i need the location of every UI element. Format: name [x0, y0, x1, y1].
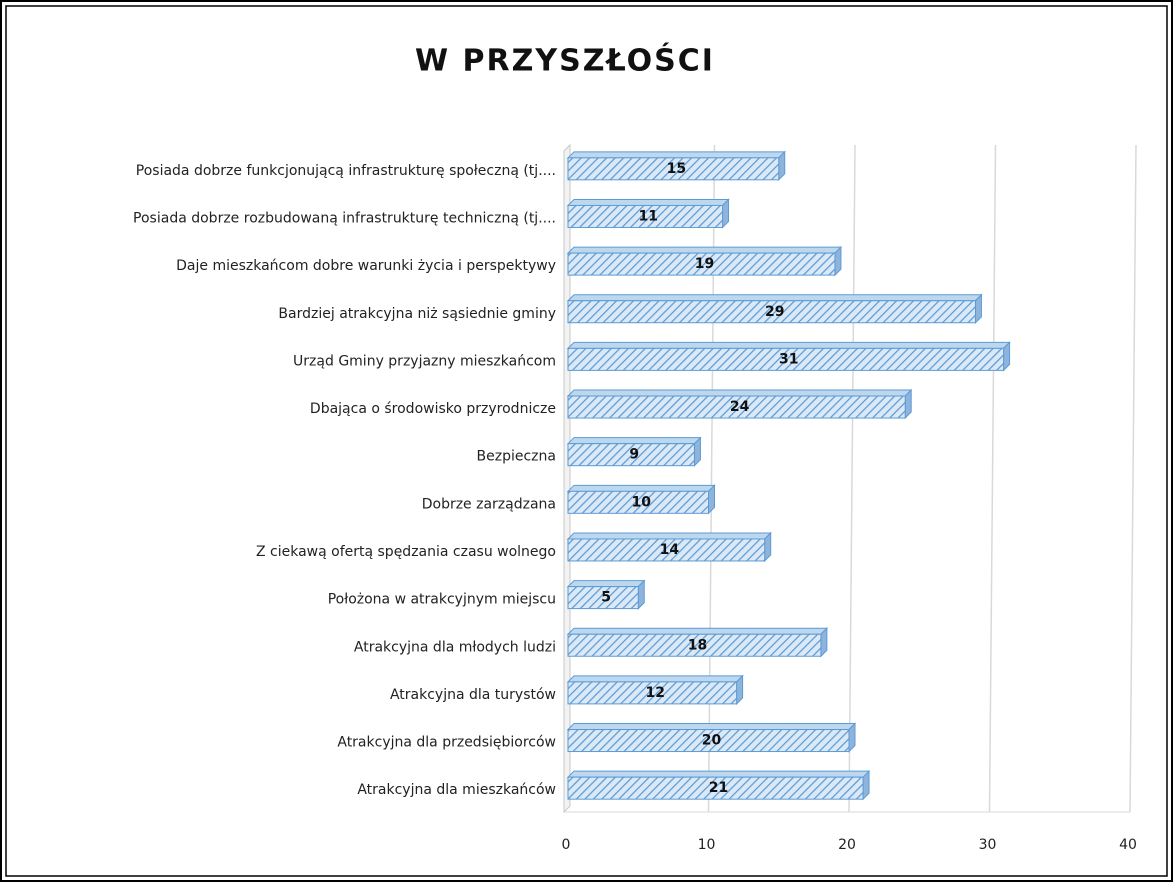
data-label: 14: [660, 542, 680, 558]
bar-top: [566, 580, 646, 588]
data-label: 15: [667, 161, 686, 177]
bar: [567, 252, 836, 276]
bar: [567, 729, 850, 753]
y-tick-label: Posiada dobrze rozbudowaną infrastruktur…: [133, 210, 556, 226]
bar: [567, 395, 906, 419]
bar: [567, 586, 639, 610]
bar-top: [566, 198, 730, 206]
grid-line: [988, 144, 997, 813]
y-tick-label: Daje mieszkańcom dobre warunki życia i p…: [176, 258, 556, 274]
chart-title: W PRZYSZŁOŚCI: [415, 42, 715, 79]
data-label: 10: [632, 494, 652, 510]
y-tick-label: Z ciekawą ofertą spędzania czasu wolnego: [256, 544, 556, 560]
bar: [567, 347, 1005, 371]
bar: [567, 157, 780, 181]
y-tick-label: Atrakcyjna dla przedsiębiorców: [337, 735, 556, 751]
data-label: 5: [601, 590, 611, 606]
bar-top: [566, 151, 786, 159]
bar-top: [566, 341, 1011, 349]
bar: [567, 204, 724, 228]
bar-top: [566, 675, 744, 683]
data-label: 19: [695, 256, 714, 272]
bar-top: [566, 770, 871, 778]
x-tick-label: 20: [838, 837, 856, 853]
x-tick-label: 0: [562, 837, 571, 853]
y-tick-label: Dbająca o środowisko przyrodnicze: [310, 401, 556, 417]
bar-top: [566, 484, 716, 492]
grid-line: [707, 144, 716, 813]
data-label: 11: [639, 208, 658, 224]
frame-inner: [5, 5, 1168, 877]
bar: [567, 443, 695, 467]
bar-top: [566, 723, 857, 731]
bar: [567, 633, 822, 657]
data-label: 31: [779, 351, 798, 367]
bar-top: [566, 246, 843, 254]
bar-top: [566, 389, 913, 397]
data-label: 20: [702, 733, 722, 749]
wall: [563, 143, 571, 814]
data-label: 21: [709, 780, 728, 796]
bar-top: [566, 627, 829, 635]
data-label: 18: [688, 637, 707, 653]
data-label: 9: [629, 447, 639, 463]
x-tick-label: 30: [979, 837, 997, 853]
grid-line: [1129, 144, 1137, 813]
y-tick-label: Dobrze zarządzana: [422, 496, 556, 512]
bar-top: [566, 437, 702, 445]
x-tick-label: 10: [698, 837, 716, 853]
y-tick-label: Bezpieczna: [477, 449, 556, 465]
y-tick-label: Posiada dobrze funkcjonującą infrastrukt…: [136, 163, 556, 179]
bar-top: [566, 294, 983, 302]
data-label: 24: [730, 399, 750, 415]
y-tick-label: Bardziej atrakcyjna niż sąsiednie gminy: [278, 306, 556, 322]
bar: [567, 776, 864, 800]
data-label: 12: [646, 685, 665, 701]
y-tick-label: Atrakcyjna dla turystów: [390, 687, 556, 703]
bar: [567, 490, 709, 514]
bar-top: [566, 532, 772, 540]
y-tick-label: Atrakcyjna dla młodych ludzi: [354, 639, 556, 655]
bar: [567, 538, 766, 562]
grid-line: [848, 144, 856, 813]
x-tick-label: 40: [1119, 837, 1137, 853]
y-tick-label: Atrakcyjna dla mieszkańców: [357, 782, 556, 798]
data-label: 29: [765, 304, 784, 320]
bar: [567, 681, 738, 705]
y-tick-label: Położona w atrakcyjnym miejscu: [328, 592, 556, 608]
bar: [567, 300, 976, 324]
y-tick-label: Urząd Gminy przyjazny mieszkańcom: [293, 353, 556, 369]
